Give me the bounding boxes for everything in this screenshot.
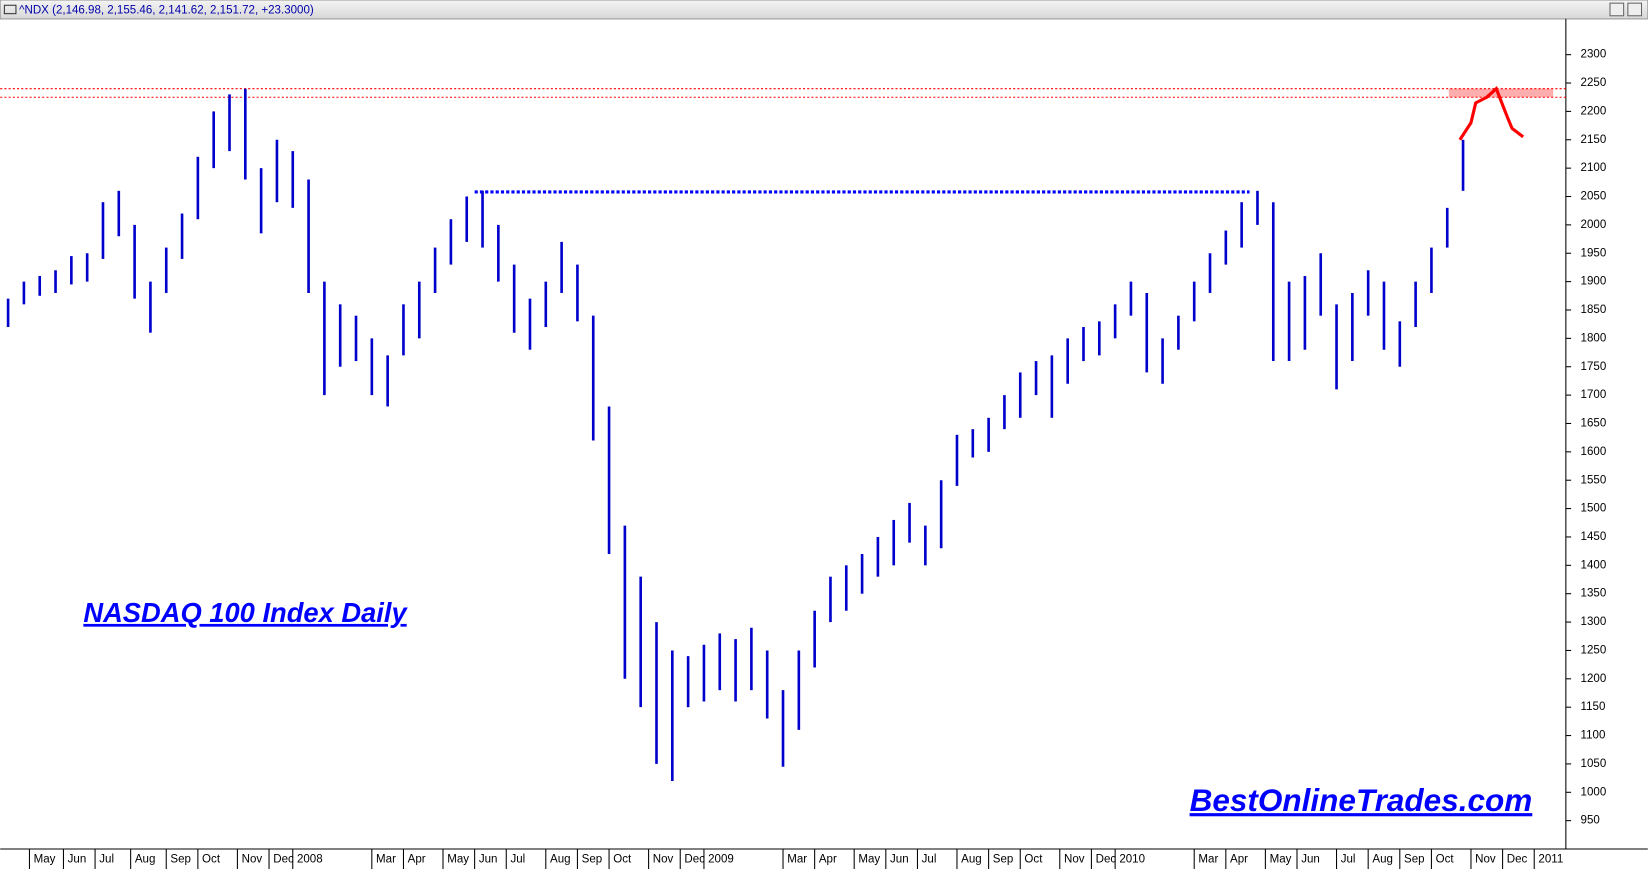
y-tick-label: 1150 bbox=[1581, 701, 1606, 713]
y-tick-label: 1050 bbox=[1581, 758, 1607, 770]
y-tick-label: 1250 bbox=[1581, 644, 1607, 656]
y-tick-label: 1700 bbox=[1581, 389, 1607, 401]
x-tick-label: Aug bbox=[1372, 854, 1393, 866]
header-text: ^NDX (2,146.98, 2,155.46, 2,141.62, 2,15… bbox=[19, 5, 314, 17]
x-tick-label: Sep bbox=[170, 854, 191, 866]
maximize-button[interactable] bbox=[1627, 2, 1643, 17]
x-tick-label: May bbox=[447, 854, 469, 866]
x-tick-label: Mar bbox=[787, 854, 807, 866]
x-tick-label: Apr bbox=[819, 854, 837, 866]
y-tick-label: 2250 bbox=[1581, 77, 1607, 89]
x-tick-label: Dec bbox=[684, 854, 705, 866]
x-tick-label: Oct bbox=[1024, 854, 1043, 866]
x-tick-label: May bbox=[858, 854, 880, 866]
x-tick-label: Jul bbox=[1341, 854, 1356, 866]
x-tick-label: Aug bbox=[961, 854, 982, 866]
y-tick-label: 1600 bbox=[1581, 446, 1607, 458]
y-tick-label: 1850 bbox=[1581, 304, 1607, 316]
y-tick-label: 1900 bbox=[1581, 276, 1607, 288]
y-tick-label: 1750 bbox=[1581, 361, 1607, 373]
x-tick-label: Aug bbox=[550, 854, 571, 866]
y-tick-label: 1800 bbox=[1581, 332, 1607, 344]
x-tick-label: Sep bbox=[582, 854, 603, 866]
projection-line bbox=[1458, 86, 1525, 141]
window-icon bbox=[3, 4, 17, 15]
y-tick-label: 1000 bbox=[1581, 786, 1607, 798]
x-tick-label: Jun bbox=[479, 854, 498, 866]
x-tick-label: Mar bbox=[376, 854, 396, 866]
x-tick-label: Oct bbox=[1436, 854, 1455, 866]
x-tick-label: 2008 bbox=[297, 854, 323, 866]
x-tick-label: Sep bbox=[993, 854, 1014, 866]
x-tick-label: Dec bbox=[1096, 854, 1117, 866]
y-tick-label: 2300 bbox=[1581, 49, 1607, 61]
y-tick-label: 1200 bbox=[1581, 673, 1607, 685]
x-tick-label: Jun bbox=[68, 854, 87, 866]
y-tick-label: 1300 bbox=[1581, 616, 1607, 628]
y-tick-label: 2050 bbox=[1581, 191, 1607, 203]
x-tick-label: Nov bbox=[242, 854, 263, 866]
y-tick-label: 1650 bbox=[1581, 418, 1607, 430]
x-tick-label: Nov bbox=[653, 854, 674, 866]
y-tick-label: 2200 bbox=[1581, 105, 1607, 117]
x-tick-label: 2011 bbox=[1538, 854, 1563, 866]
x-tick-label: 2010 bbox=[1119, 854, 1145, 866]
y-tick-label: 1400 bbox=[1581, 559, 1607, 571]
x-tick-label: Sep bbox=[1404, 854, 1425, 866]
x-tick-label: Jun bbox=[890, 854, 909, 866]
x-tick-label: Apr bbox=[408, 854, 426, 866]
y-tick-label: 1450 bbox=[1581, 531, 1607, 543]
resistance-zone bbox=[1448, 88, 1554, 98]
x-tick-label: Apr bbox=[1230, 854, 1248, 866]
x-tick-label: Nov bbox=[1475, 854, 1496, 866]
y-tick-label: 1550 bbox=[1581, 474, 1607, 486]
x-tick-label: Dec bbox=[273, 854, 294, 866]
x-tick-label: Dec bbox=[1507, 854, 1528, 866]
x-tick-label: Oct bbox=[613, 854, 632, 866]
x-tick-label: Oct bbox=[202, 854, 221, 866]
x-tick-label: Jul bbox=[922, 854, 937, 866]
y-tick-label: 2150 bbox=[1581, 134, 1607, 146]
x-tick-label: 2009 bbox=[708, 854, 734, 866]
x-tick-label: Jul bbox=[510, 854, 525, 866]
x-tick-label: Jun bbox=[1301, 854, 1320, 866]
x-tick-label: Aug bbox=[135, 854, 156, 866]
y-tick-label: 950 bbox=[1581, 815, 1600, 827]
x-tick-label: Jul bbox=[99, 854, 114, 866]
y-tick-label: 2100 bbox=[1581, 162, 1607, 174]
x-tick-label: May bbox=[34, 854, 56, 866]
x-tick-label: Nov bbox=[1064, 854, 1085, 866]
y-tick-label: 1500 bbox=[1581, 503, 1607, 515]
watermark: BestOnlineTrades.com bbox=[1190, 782, 1533, 818]
restore-button[interactable] bbox=[1609, 2, 1625, 17]
y-tick-label: 1950 bbox=[1581, 247, 1607, 259]
x-tick-label: Mar bbox=[1198, 854, 1218, 866]
x-tick-label: May bbox=[1270, 854, 1292, 866]
chart-title: NASDAQ 100 Index Daily bbox=[83, 597, 408, 628]
y-tick-label: 1100 bbox=[1581, 730, 1606, 742]
y-tick-label: 1350 bbox=[1581, 588, 1607, 600]
y-tick-label: 2000 bbox=[1581, 219, 1607, 231]
